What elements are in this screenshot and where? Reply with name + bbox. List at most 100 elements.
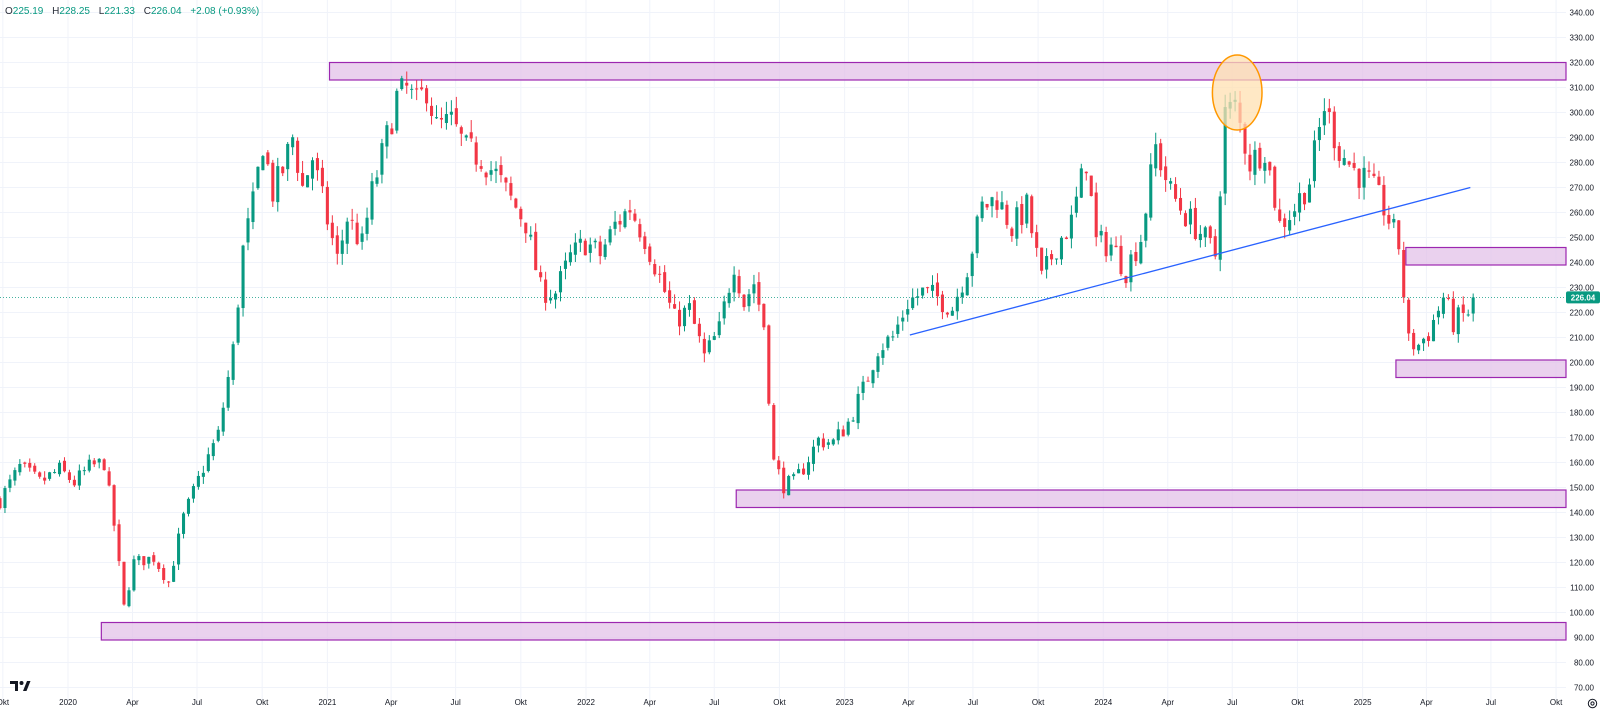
candle	[1337, 142, 1341, 168]
candle	[633, 208, 637, 223]
candle	[1357, 168, 1361, 200]
x-tick-label: Apr	[644, 698, 657, 707]
candle-body	[1178, 197, 1183, 211]
candle	[1203, 225, 1207, 247]
candle-body	[251, 191, 255, 223]
candle	[1317, 117, 1321, 151]
candle	[1352, 152, 1356, 171]
candle-body	[1169, 181, 1173, 184]
candle	[687, 295, 692, 317]
candle-body	[861, 381, 865, 393]
candle	[653, 259, 657, 277]
y-tick-label: 90.00	[1574, 634, 1595, 643]
y-tick-label: 200.00	[1570, 359, 1595, 368]
candle-body	[72, 479, 76, 486]
candle-body	[821, 438, 825, 448]
y-tick-label: 70.00	[1574, 684, 1595, 693]
candle-body	[281, 166, 285, 174]
candle	[410, 84, 414, 99]
candle-body	[658, 273, 662, 275]
candle-body	[1307, 184, 1312, 203]
candle	[286, 141, 290, 181]
candle	[1367, 161, 1371, 178]
price-axis[interactable]: 70.00 80.00 90.00 100.00 110.00 120.00 130.00 1…	[1566, 9, 1600, 693]
y-tick-label: 300.00	[1570, 109, 1595, 118]
candle	[494, 161, 498, 184]
candle	[1174, 177, 1178, 202]
y-tick-label: 260.00	[1570, 209, 1595, 218]
candle-body	[186, 498, 191, 514]
candle	[82, 466, 86, 476]
candle	[449, 100, 453, 126]
tradingview-logo-icon[interactable]	[9, 678, 31, 694]
candle-body	[687, 303, 692, 310]
candle	[281, 166, 285, 177]
candle-body	[529, 234, 533, 237]
candle	[415, 80, 419, 101]
candle	[405, 71, 409, 94]
candle	[678, 301, 682, 336]
x-tick-label: 2023	[836, 698, 854, 707]
candle-body	[1035, 232, 1039, 248]
high-value: 228.25	[59, 6, 90, 17]
candle	[1431, 314, 1436, 342]
candle-body	[380, 143, 384, 175]
candle-body	[945, 312, 949, 315]
candle	[147, 556, 151, 569]
candle	[806, 456, 811, 480]
candle-body	[1407, 299, 1411, 334]
candle-body	[1431, 319, 1436, 342]
open-key: O	[5, 6, 13, 17]
candle	[1045, 248, 1049, 279]
candle-body	[33, 465, 37, 472]
candle	[747, 289, 751, 312]
candle-body	[1203, 227, 1207, 238]
candle-body	[573, 242, 577, 255]
y-tick-label: 130.00	[1570, 534, 1595, 543]
x-tick-label: Apr	[126, 698, 139, 707]
candle-body	[1164, 166, 1168, 181]
candle-body	[539, 272, 543, 278]
candle-body	[1129, 254, 1133, 283]
x-tick-label: 2020	[59, 698, 77, 707]
candle	[1451, 291, 1455, 335]
candle	[1015, 201, 1019, 246]
candle-body	[876, 356, 880, 372]
candle	[712, 331, 716, 341]
candle	[1188, 201, 1192, 235]
candle-body	[1446, 297, 1450, 299]
candle	[127, 587, 131, 608]
candle	[186, 497, 191, 517]
candle-body	[613, 221, 617, 229]
x-tick-label: Jul	[968, 698, 978, 707]
candle	[876, 352, 880, 378]
candle-body	[241, 245, 245, 309]
x-tick-label: Jul	[1486, 698, 1496, 707]
candle-body	[1283, 218, 1287, 227]
candle-body	[990, 197, 994, 207]
candle	[1278, 198, 1282, 223]
candle-body	[1288, 220, 1292, 231]
candle-body	[752, 284, 756, 294]
settings-icon[interactable]	[1587, 696, 1598, 709]
candle	[945, 311, 949, 318]
candle-body	[53, 472, 57, 474]
time-axis[interactable]: Okt 2020 Apr Jul Okt 2021 Apr Jul Okt 2022 Apr Jul O…	[0, 698, 1563, 707]
candle-body	[1362, 167, 1366, 188]
candle	[1456, 304, 1460, 343]
candle-body	[1074, 196, 1078, 213]
candle	[157, 561, 161, 572]
candle-body	[429, 105, 434, 116]
support-resistance-zones[interactable]	[100, 61, 1567, 641]
candle	[191, 483, 195, 503]
candle-body	[1010, 228, 1014, 237]
candle-body	[836, 429, 840, 441]
y-tick-label: 290.00	[1570, 134, 1595, 143]
annotations[interactable]	[0, 54, 1566, 336]
candle	[782, 461, 786, 499]
candle	[950, 306, 954, 316]
candle-body	[1223, 107, 1227, 194]
y-tick-label: 180.00	[1570, 409, 1595, 418]
candle-body	[479, 166, 483, 169]
